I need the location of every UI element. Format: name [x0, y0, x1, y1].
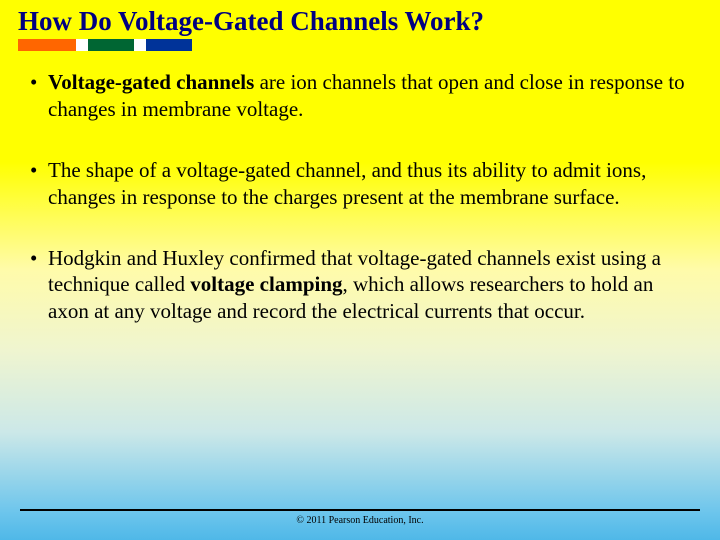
bullet-3-bold: voltage clamping	[190, 272, 342, 296]
bullet-dot-icon: •	[30, 69, 48, 96]
footer-rule	[20, 509, 700, 511]
bullet-3: • Hodgkin and Huxley confirmed that volt…	[30, 245, 690, 326]
footer: © 2011 Pearson Education, Inc.	[0, 509, 720, 526]
bullet-1-text: Voltage-gated channels are ion channels …	[48, 69, 690, 123]
accent-seg-rest	[192, 39, 702, 51]
bullet-3-text: Hodgkin and Huxley confirmed that voltag…	[48, 245, 690, 326]
slide-title: How Do Voltage-Gated Channels Work?	[18, 6, 702, 37]
content-area: • Voltage-gated channels are ion channel…	[0, 55, 720, 325]
accent-bar	[18, 39, 702, 51]
bullet-dot-icon: •	[30, 157, 48, 184]
bullet-2-text: The shape of a voltage-gated channel, an…	[48, 157, 690, 211]
accent-seg-gap-2	[134, 39, 146, 51]
accent-seg-blue	[146, 39, 192, 51]
accent-seg-orange	[18, 39, 76, 51]
bullet-1-bold: Voltage-gated channels	[48, 70, 254, 94]
bullet-dot-icon: •	[30, 245, 48, 272]
bullet-2: • The shape of a voltage-gated channel, …	[30, 157, 690, 211]
accent-seg-green	[88, 39, 134, 51]
copyright-text: © 2011 Pearson Education, Inc.	[0, 515, 720, 526]
bullet-1: • Voltage-gated channels are ion channel…	[30, 69, 690, 123]
accent-seg-gap-1	[76, 39, 88, 51]
title-band: How Do Voltage-Gated Channels Work?	[0, 0, 720, 55]
